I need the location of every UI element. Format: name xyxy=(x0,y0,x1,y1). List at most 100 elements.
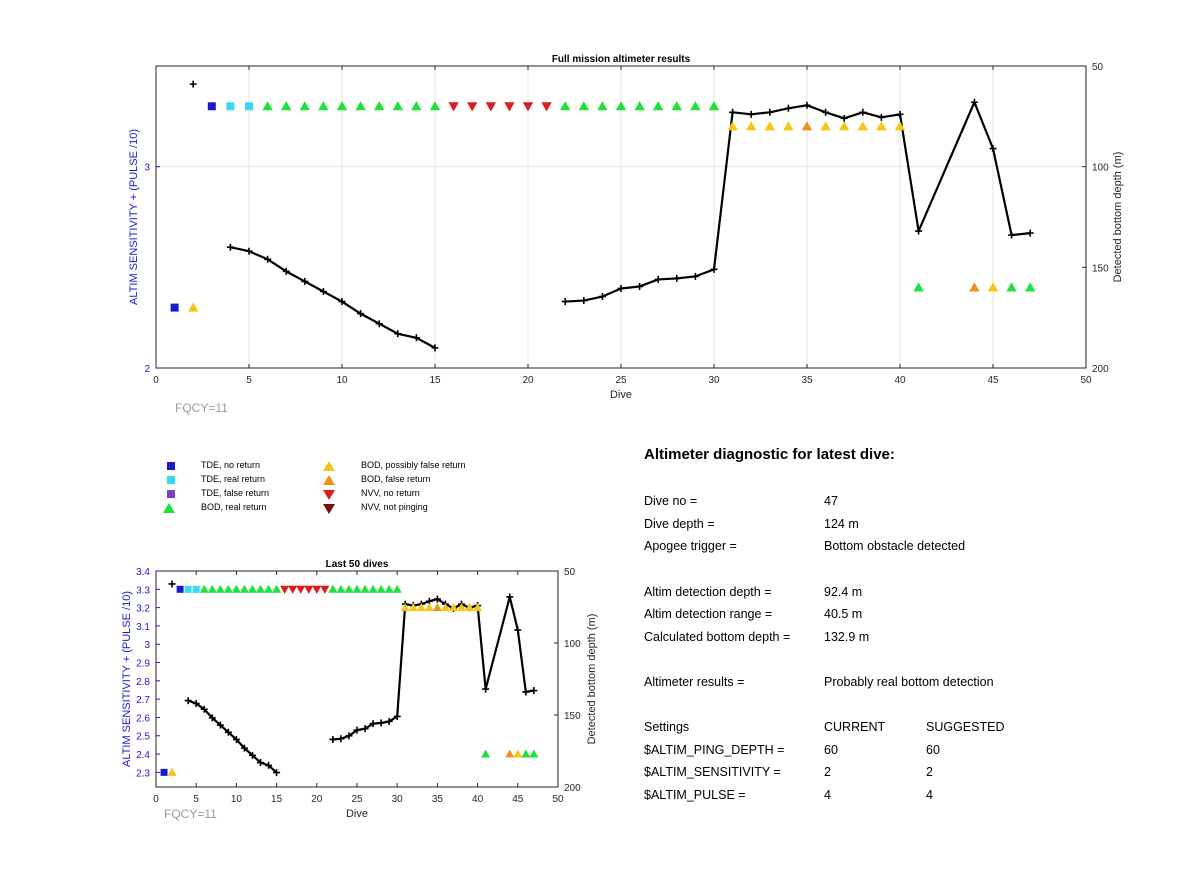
status-marker-triangle-up xyxy=(411,101,422,111)
status-marker-triangle-up xyxy=(355,101,366,111)
y-tick-label: 3 xyxy=(144,163,150,174)
status-marker-triangle-up xyxy=(746,121,757,131)
x-tick-label: 45 xyxy=(512,794,524,805)
bottom-depth-point xyxy=(803,101,811,109)
diagnostic-label: Altimeter results = xyxy=(644,675,745,689)
status-marker-triangle-up xyxy=(671,101,682,111)
bottom-depth-point xyxy=(184,697,192,705)
bottom-depth-point xyxy=(877,113,885,121)
diagnostic-value: 40.5 m xyxy=(824,607,863,621)
bottom-depth-point xyxy=(691,272,699,280)
bottom-depth-point xyxy=(273,769,281,777)
status-marker-triangle-up xyxy=(432,603,442,612)
status-marker-triangle-up xyxy=(408,603,418,612)
legend-label: BOD, possibly false return xyxy=(361,460,466,470)
diagnostic-value: Probably real bottom detection xyxy=(824,675,994,689)
y2-tick-label: 200 xyxy=(1092,364,1109,375)
y2-axis-label: Detected bottom depth (m) xyxy=(586,614,598,745)
triangle-down-marker-icon xyxy=(323,504,335,514)
bottom-depth-point xyxy=(412,334,420,342)
status-marker-triangle-up xyxy=(690,101,701,111)
bottom-depth-point xyxy=(784,104,792,112)
diagnostic-row: Altimeter results = Probably real bottom… xyxy=(644,675,1064,691)
x-tick-label: 20 xyxy=(311,794,323,805)
bottom-depth-point xyxy=(226,243,234,251)
bottom-depth-point xyxy=(192,699,200,707)
status-marker-triangle-up xyxy=(344,584,354,593)
status-marker-triangle-up xyxy=(634,101,645,111)
status-marker-triangle-up xyxy=(801,121,813,131)
status-marker-triangle-down xyxy=(467,102,478,112)
status-marker-triangle-up xyxy=(513,749,523,758)
status-marker-triangle-up xyxy=(820,121,831,131)
bottom-depth-point xyxy=(598,293,606,301)
settings-label: $ALTIM_PULSE = xyxy=(644,788,746,802)
diagnostic-row: Altim detection range = 40.5 m xyxy=(644,607,1064,623)
y-tick-label: 3 xyxy=(144,640,150,651)
y-axis-label: ALTIM SENSITIVITY + (PULSE /10) xyxy=(121,591,133,767)
status-marker-triangle-up xyxy=(215,584,225,593)
status-marker-triangle-down xyxy=(320,585,330,594)
diagnostic-value: 124 m xyxy=(824,517,859,531)
diagnostic-label: Calculated bottom depth = xyxy=(644,630,791,644)
settings-header-current: CURRENT xyxy=(824,720,886,734)
bottom-depth-point xyxy=(393,712,401,720)
status-marker-triangle-up xyxy=(328,584,338,593)
status-marker-triangle-up xyxy=(615,101,627,111)
x-axis-label: Dive xyxy=(610,389,632,401)
status-marker-triangle-up xyxy=(392,584,402,593)
triangle-up-marker-icon xyxy=(323,475,335,485)
bottom-depth-point xyxy=(337,735,345,743)
diagnostic-value: 132.9 m xyxy=(824,630,870,644)
diagnostic-row: Altim detection depth = 92.4 m xyxy=(644,585,1064,601)
bottom-depth-point xyxy=(822,108,830,116)
chart-title: Full mission altimeter results xyxy=(552,54,691,65)
x-tick-label: 20 xyxy=(522,375,534,386)
diagnostic-label: Altim detection range = xyxy=(644,607,773,621)
status-marker-triangle-up xyxy=(231,584,241,593)
status-marker-triangle-up xyxy=(239,584,249,593)
frequency-annotation: FQCY=11 xyxy=(175,401,228,415)
bottom-depth-point xyxy=(729,108,737,116)
settings-suggested: 4 xyxy=(926,788,933,802)
status-marker-triangle-up xyxy=(481,749,491,758)
bottom-depth-point xyxy=(338,298,346,306)
status-marker-triangle-up xyxy=(727,121,738,131)
settings-row: $ALTIM_PULSE = 4 4 xyxy=(644,788,1064,804)
bottom-depth-point xyxy=(282,267,290,275)
diagnostic-value: 47 xyxy=(824,494,838,508)
status-marker-triangle-up xyxy=(352,584,362,593)
diagnostic-title: Altimeter diagnostic for latest dive: xyxy=(644,446,895,463)
bottom-depth-point xyxy=(265,761,273,769)
status-marker-triangle-up xyxy=(424,603,434,612)
status-marker-triangle-up xyxy=(440,603,450,612)
bottom-depth-point xyxy=(245,247,253,255)
status-marker-triangle-up xyxy=(764,121,775,131)
square-marker-icon xyxy=(167,490,175,498)
square-marker-icon xyxy=(167,476,175,484)
status-marker-triangle-up xyxy=(653,101,664,111)
bottom-depth-point xyxy=(240,744,248,752)
bottom-depth-point xyxy=(375,320,383,328)
bottom-depth-point xyxy=(264,255,272,263)
status-marker-triangle-down xyxy=(312,585,322,594)
x-tick-label: 25 xyxy=(351,794,363,805)
bottom-depth-point xyxy=(530,687,538,695)
status-marker-triangle-up xyxy=(400,603,410,612)
status-marker-square xyxy=(160,768,168,776)
status-marker-triangle-up xyxy=(448,603,459,612)
bottom-depth-point xyxy=(345,732,353,740)
settings-label: $ALTIM_SENSITIVITY = xyxy=(644,765,781,779)
diagnostic-value: Bottom obstacle detected xyxy=(824,539,966,553)
y2-tick-label: 50 xyxy=(1092,62,1104,73)
y-tick-label: 2.6 xyxy=(136,713,150,724)
bottom-depth-point xyxy=(394,330,402,338)
legend-label: BOD, false return xyxy=(361,474,431,484)
status-marker-triangle-up xyxy=(360,584,370,593)
status-marker-triangle-up xyxy=(318,101,329,111)
status-marker-triangle-up xyxy=(456,603,467,612)
status-marker-square xyxy=(226,102,235,111)
triangle-up-marker-icon xyxy=(163,503,175,513)
diagnostic-label: Dive depth = xyxy=(644,517,715,531)
bottom-depth-point xyxy=(673,274,681,282)
